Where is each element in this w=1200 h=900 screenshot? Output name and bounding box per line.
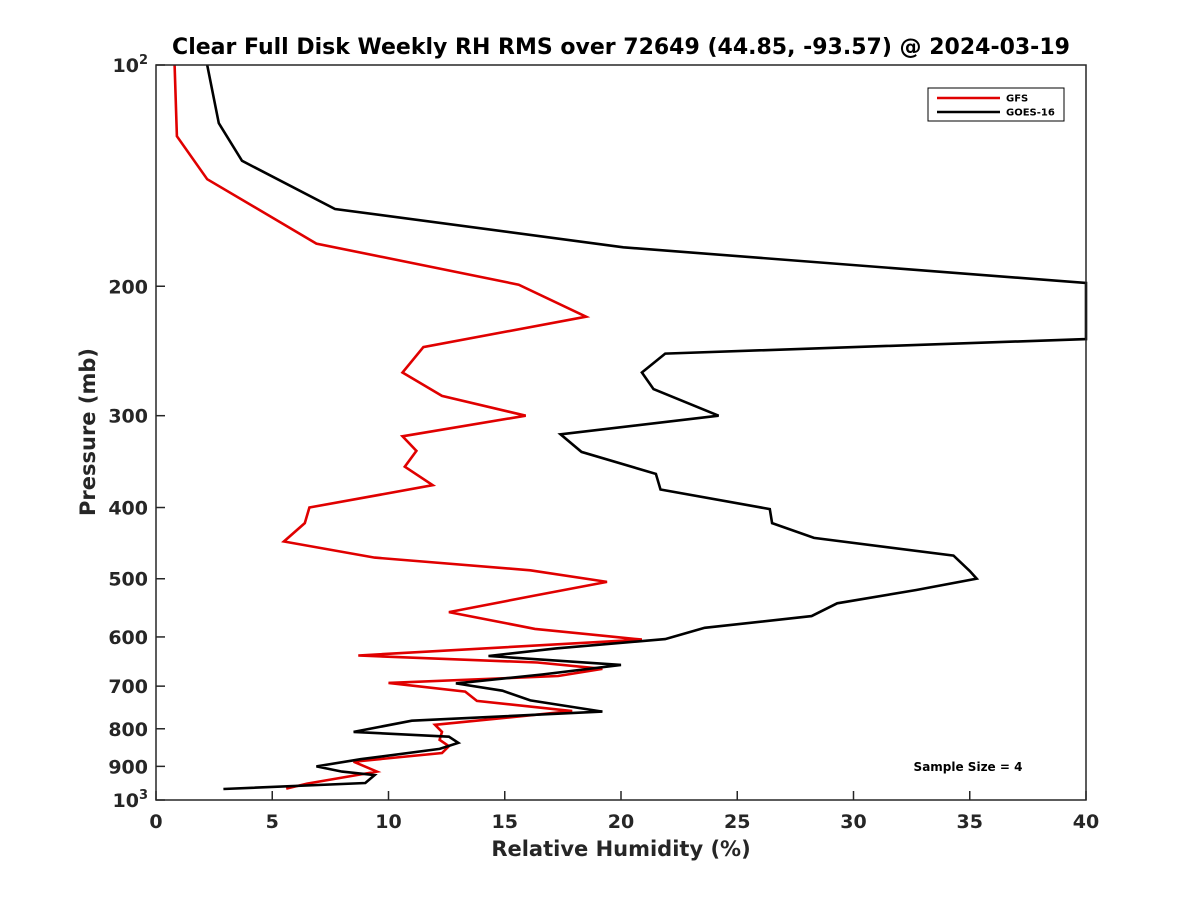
x-tick-label: 30 (840, 811, 866, 833)
x-tick-label: 5 (266, 811, 279, 833)
x-tick-label: 10 (375, 811, 401, 833)
y-tick-label: 103 (113, 788, 149, 812)
y-tick-label: 700 (108, 676, 148, 698)
sample-size-annotation: Sample Size = 4 (914, 760, 1023, 774)
y-axis-label: Pressure (mb) (76, 348, 100, 516)
series-line-goes-16 (205, 64, 1088, 791)
series-layer (173, 64, 1088, 791)
chart-title: Clear Full Disk Weekly RH RMS over 72649… (172, 35, 1070, 60)
y-tick-label: 800 (108, 719, 148, 741)
y-tick-label: 600 (108, 627, 148, 649)
y-tick-label: 200 (108, 276, 148, 298)
legend-label: GFS (1006, 94, 1028, 105)
x-tick-label: 25 (724, 811, 750, 833)
y-axis: 102 200 300 400 500 600 700 800 900 103 (108, 53, 165, 812)
y-tick-label: 400 (108, 498, 148, 520)
legend-box (927, 87, 1065, 122)
x-tick-label: 35 (957, 811, 983, 833)
legend: GFS GOES-16 (927, 87, 1065, 122)
x-tick-label: 0 (149, 811, 162, 833)
x-axis-label: Relative Humidity (%) (491, 837, 750, 861)
x-axis: 0 5 10 15 20 25 30 35 40 (149, 791, 1099, 833)
y-tick-label: 300 (108, 406, 148, 428)
x-tick-label: 15 (492, 811, 518, 833)
y-tick-label: 102 (113, 53, 149, 77)
series-line-gfs (173, 64, 643, 790)
x-tick-label: 20 (608, 811, 634, 833)
y-tick-label: 900 (108, 756, 148, 778)
x-tick-label: 40 (1073, 811, 1099, 833)
legend-label: GOES-16 (1006, 108, 1055, 119)
y-tick-label: 500 (108, 569, 148, 591)
